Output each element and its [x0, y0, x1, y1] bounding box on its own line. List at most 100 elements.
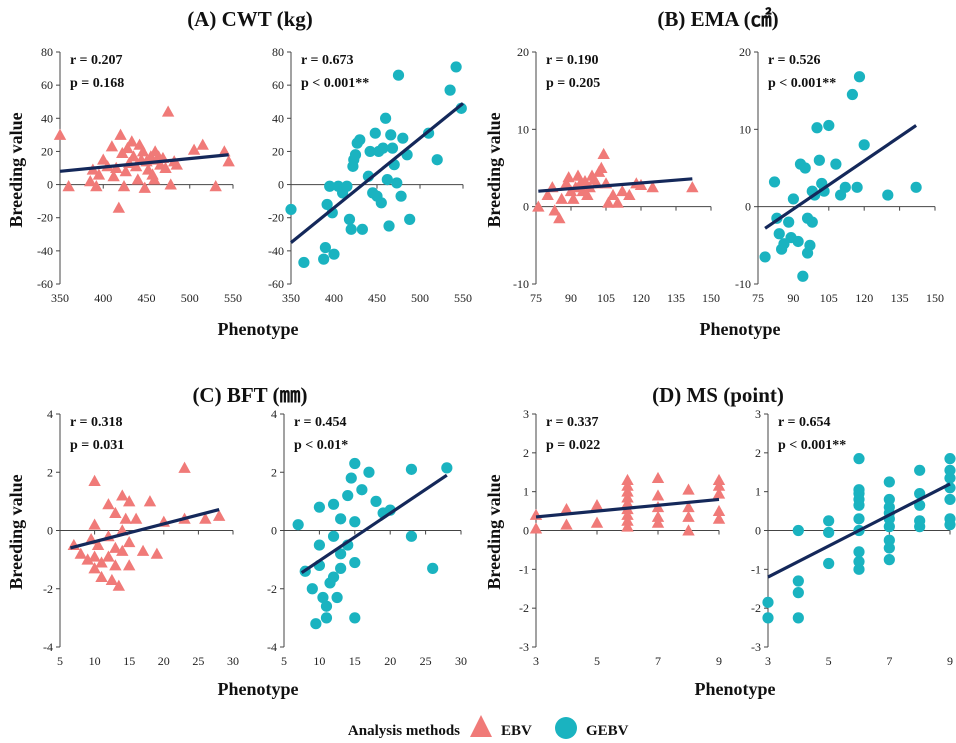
subplot-ebv: -4 -2 0 2 4 5 10 15 20 25 30 r = 0.318 p = 0.031: [43, 407, 239, 668]
subplot-gebv: -60 -40 -20 0 20 40 60 80 350 400 450 500 550 r = 0.6…: [268, 45, 472, 305]
data-point: [317, 591, 329, 604]
data-point: [883, 554, 895, 566]
data-point: [112, 579, 126, 591]
data-point: [567, 192, 580, 204]
y-tick-label: 0: [523, 524, 529, 538]
y-tick-label: -40: [268, 244, 284, 258]
data-point: [84, 175, 97, 187]
data-point: [529, 522, 543, 534]
data-point: [327, 498, 340, 510]
data-point: [196, 138, 209, 150]
x-tick-label: 120: [632, 291, 650, 305]
data-point: [792, 575, 804, 587]
data-point: [385, 129, 397, 141]
panel-d: (D) MS (point)Breeding valuePhenotype-3-…: [484, 383, 956, 699]
trend-line: [289, 102, 465, 244]
data-point: [107, 170, 120, 182]
data-point: [682, 501, 695, 513]
r-value: r = 0.318: [70, 415, 122, 430]
data-point: [944, 482, 956, 494]
data-point: [623, 188, 636, 201]
data-point: [395, 190, 407, 202]
x-axis-label: Phenotype: [218, 679, 299, 699]
data-point: [129, 512, 143, 524]
y-tick-label: -60: [268, 277, 284, 291]
x-tick-label: 450: [368, 291, 386, 305]
data-point: [127, 150, 140, 162]
y-tick-label: 80: [41, 45, 53, 59]
data-point: [397, 132, 409, 144]
subplot-ebv: -10 0 10 20 75 90 105 120 135 150 r = 0.190 p = 0.2…: [513, 45, 720, 305]
x-tick-label: 150: [702, 291, 720, 305]
data-point: [682, 524, 695, 536]
data-point: [806, 216, 818, 228]
data-point: [102, 550, 115, 562]
data-point: [92, 168, 106, 180]
data-point: [88, 550, 101, 562]
data-point: [136, 544, 150, 556]
data-point: [363, 466, 375, 478]
data-point: [651, 489, 665, 501]
data-point: [450, 61, 462, 73]
trend-line: [59, 153, 229, 173]
data-point: [298, 256, 310, 269]
data-point: [532, 200, 545, 212]
p-value: p < 0.001**: [778, 438, 846, 453]
y-tick-label: 1: [523, 485, 529, 499]
data-point: [119, 165, 132, 177]
data-point: [590, 516, 604, 528]
y-tick-label: 0: [523, 200, 529, 214]
data-point: [74, 547, 87, 559]
data-point: [571, 169, 585, 181]
data-point: [129, 160, 143, 172]
data-point: [914, 464, 926, 476]
data-point: [621, 497, 634, 509]
y-tick-label: -4: [267, 640, 277, 654]
data-point: [792, 612, 804, 624]
x-tick-label: 3: [533, 654, 539, 668]
data-point: [349, 457, 361, 470]
data-point: [285, 203, 297, 216]
data-point: [209, 180, 222, 192]
x-tick-label: 30: [455, 654, 467, 668]
data-point: [910, 181, 922, 193]
data-point: [313, 501, 325, 513]
data-point: [846, 88, 859, 101]
data-point: [375, 197, 387, 209]
data-point: [762, 596, 774, 608]
data-point: [858, 139, 870, 151]
p-value: p = 0.031: [70, 438, 124, 453]
data-point: [799, 162, 811, 174]
y-tick-label: -3: [519, 640, 529, 654]
data-point: [830, 158, 842, 170]
data-point: [712, 479, 726, 491]
data-point: [383, 220, 395, 232]
x-tick-label: 150: [926, 291, 944, 305]
y-tick-label: 3: [755, 407, 761, 421]
x-axis-label: Phenotype: [700, 319, 781, 339]
data-point: [823, 526, 835, 539]
data-point: [944, 464, 956, 476]
y-tick-label: -2: [751, 601, 761, 615]
y-tick-label: 40: [41, 111, 53, 125]
data-point: [853, 71, 866, 83]
data-point: [851, 181, 863, 193]
x-tick-label: 550: [224, 291, 242, 305]
trend-line: [535, 497, 720, 519]
y-tick-label: 2: [271, 465, 277, 479]
data-point: [823, 557, 835, 570]
data-point: [811, 122, 823, 134]
data-point: [88, 474, 101, 486]
data-point: [621, 479, 634, 491]
data-point: [813, 154, 825, 166]
y-tick-label: 4: [47, 407, 53, 421]
x-tick-label: 135: [667, 291, 685, 305]
data-point: [116, 544, 129, 556]
y-tick-label: -20: [37, 211, 53, 225]
data-point: [95, 556, 108, 568]
x-tick-label: 25: [420, 654, 432, 668]
y-tick-label: 0: [755, 524, 761, 538]
data-point: [131, 173, 145, 185]
data-point: [804, 239, 816, 251]
